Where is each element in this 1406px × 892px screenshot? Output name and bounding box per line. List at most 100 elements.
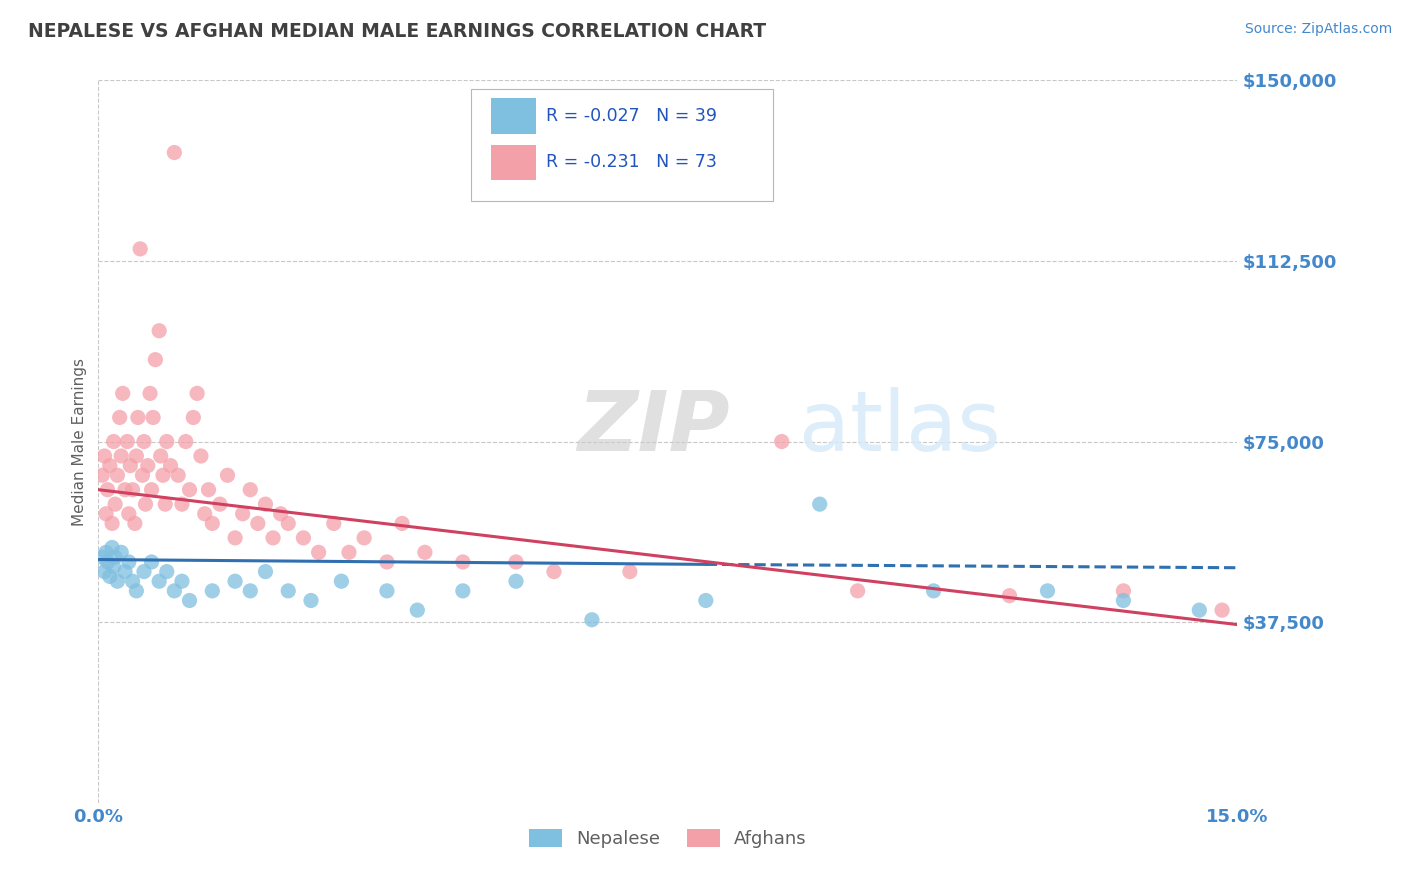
Point [262,531,284,545]
Point [922,583,945,598]
Point [107,574,129,589]
Point [170,574,193,589]
Point [132,565,155,579]
Point [124,516,146,531]
Point [201,516,224,531]
Point [103,559,125,574]
Point [299,593,322,607]
Text: R = -0.231   N = 73: R = -0.231 N = 73 [546,153,717,171]
Point [148,574,170,589]
Point [163,145,186,160]
Y-axis label: Median Male Earnings: Median Male Earnings [72,358,87,525]
Point [254,497,277,511]
Point [1188,603,1211,617]
Legend: Nepalese, Afghans: Nepalese, Afghans [522,822,814,855]
Point [167,468,190,483]
Text: ZIP: ZIP [576,386,730,467]
Point [110,545,132,559]
Point [91,468,114,483]
Point [163,583,186,598]
Point [104,550,127,565]
Text: R = -0.027   N = 39: R = -0.027 N = 39 [546,107,717,125]
Point [353,531,375,545]
Point [246,516,269,531]
Point [91,550,114,565]
Point [194,507,217,521]
Point [1036,583,1059,598]
Point [129,242,152,256]
Point [179,593,201,607]
Text: Source: ZipAtlas.com: Source: ZipAtlas.com [1244,22,1392,37]
Point [239,583,262,598]
Point [179,483,201,497]
Point [104,497,127,511]
Point [125,449,148,463]
Point [619,565,641,579]
Point [149,449,172,463]
Text: NEPALESE VS AFGHAN MEDIAN MALE EARNINGS CORRELATION CHART: NEPALESE VS AFGHAN MEDIAN MALE EARNINGS … [28,22,766,41]
Point [808,497,831,511]
Point [121,483,143,497]
Point [156,565,179,579]
Point [170,497,193,511]
Point [277,516,299,531]
Point [201,583,224,598]
Point [101,541,124,555]
Point [337,545,360,559]
Point [114,483,136,497]
Point [270,507,292,521]
Point [152,468,174,483]
Point [375,583,398,598]
Point [136,458,159,473]
Point [375,555,398,569]
Point [118,555,141,569]
Point [174,434,197,449]
Point [451,555,474,569]
Point [1211,603,1233,617]
Point [125,583,148,598]
Point [111,386,134,401]
Point [94,545,117,559]
Point [224,574,246,589]
Point [208,497,231,511]
Point [186,386,208,401]
Point [142,410,165,425]
Point [155,497,177,511]
Text: atlas: atlas [799,386,1001,467]
Point [846,583,869,598]
Point [998,589,1021,603]
Point [101,516,124,531]
Point [127,410,149,425]
Point [1112,593,1135,607]
Point [254,565,277,579]
Point [93,565,115,579]
Point [94,507,117,521]
Point [141,555,163,569]
Point [98,569,121,583]
Point [190,449,212,463]
Point [543,565,565,579]
Point [224,531,246,545]
Point [132,434,155,449]
Point [770,434,793,449]
Point [330,574,353,589]
Point [120,458,142,473]
Point [118,507,141,521]
Point [141,483,163,497]
Point [156,434,179,449]
Point [131,468,153,483]
Point [232,507,254,521]
Point [505,574,527,589]
Point [277,583,299,598]
Point [121,574,143,589]
Point [107,468,129,483]
Point [239,483,262,497]
Point [451,583,474,598]
Point [103,434,125,449]
Point [108,410,131,425]
Point [114,565,136,579]
Point [117,434,139,449]
Point [96,483,118,497]
Point [93,449,115,463]
Point [695,593,717,607]
